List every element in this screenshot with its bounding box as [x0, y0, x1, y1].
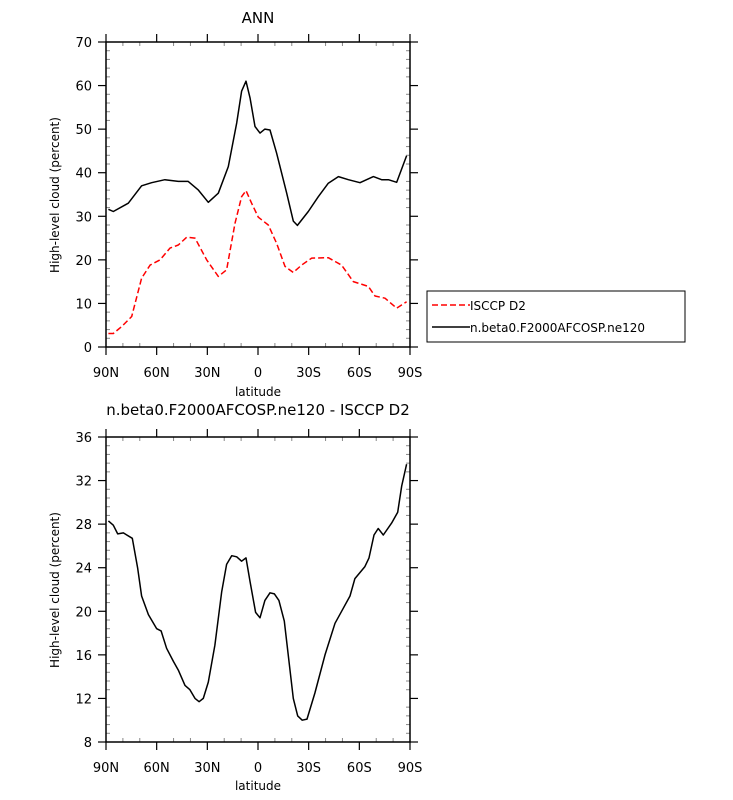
x-tick-label: 0 — [254, 366, 262, 381]
x-tick-label: 90S — [398, 761, 423, 776]
series-line-difference — [107, 464, 408, 721]
x-tick-label: 60N — [144, 761, 170, 776]
y-tick-label: 16 — [75, 649, 92, 664]
y-tick-label: 70 — [75, 36, 92, 51]
legend-label-isccp: ISCCP D2 — [470, 299, 526, 313]
y-tick-label: 36 — [75, 431, 92, 446]
plot-frame — [105, 436, 411, 743]
y-tick-label: 28 — [75, 518, 92, 533]
bottom-panel-xlabel: latitude — [235, 779, 281, 793]
y-tick-label: 50 — [75, 123, 92, 138]
y-tick-label: 30 — [75, 210, 92, 225]
series-line-n-beta0-f2000afcosp-ne120 — [108, 80, 408, 227]
top-panel-xlabel: latitude — [235, 385, 281, 399]
x-tick-label: 60N — [144, 366, 170, 381]
x-tick-label: 90N — [93, 366, 119, 381]
y-tick-label: 0 — [84, 341, 92, 356]
x-tick-label: 90S — [398, 366, 423, 381]
x-tick-label: 30N — [194, 761, 220, 776]
x-tick-label: 0 — [254, 761, 262, 776]
top-panel-title: ANN — [242, 9, 275, 27]
x-tick-label: 60S — [347, 366, 372, 381]
legend: ISCCP D2 n.beta0.F2000AFCOSP.ne120 — [426, 290, 686, 343]
legend-label-model: n.beta0.F2000AFCOSP.ne120 — [470, 321, 645, 335]
y-tick-label: 20 — [75, 605, 92, 620]
y-tick-label: 32 — [75, 475, 92, 490]
bottom-panel-title: n.beta0.F2000AFCOSP.ne120 - ISCCP D2 — [106, 401, 410, 419]
y-tick-label: 8 — [84, 736, 92, 751]
y-tick-label: 12 — [75, 692, 92, 707]
y-tick-label: 60 — [75, 80, 92, 95]
top-panel-ylabel: High-level cloud (percent) — [48, 117, 62, 273]
legend-box — [426, 290, 686, 343]
bottom-panel: n.beta0.F2000AFCOSP.ne120 - ISCCP D2 lat… — [48, 401, 422, 793]
y-tick-label: 24 — [75, 562, 92, 577]
plot-frame — [105, 41, 411, 348]
y-tick-label: 20 — [75, 254, 92, 269]
x-tick-label: 60S — [347, 761, 372, 776]
y-tick-label: 40 — [75, 167, 92, 182]
x-tick-label: 30S — [296, 761, 321, 776]
x-tick-label: 30N — [194, 366, 220, 381]
x-tick-label: 30S — [296, 366, 321, 381]
top-panel: ANN latitude High-level cloud (percent) … — [48, 9, 422, 399]
y-tick-label: 10 — [75, 297, 92, 312]
x-tick-label: 90N — [93, 761, 119, 776]
bottom-panel-ylabel: High-level cloud (percent) — [48, 512, 62, 668]
series-line-isccp-d2 — [108, 189, 408, 335]
